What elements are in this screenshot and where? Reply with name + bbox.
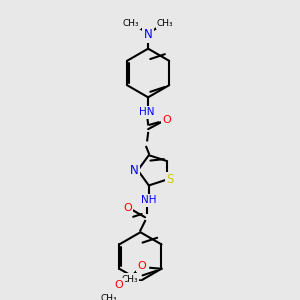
Text: O: O bbox=[115, 280, 123, 290]
Text: N: N bbox=[130, 164, 139, 177]
Text: O: O bbox=[137, 261, 146, 271]
Text: NH: NH bbox=[141, 195, 157, 206]
Text: N: N bbox=[144, 28, 152, 41]
Text: O: O bbox=[123, 203, 132, 213]
Text: CH₃: CH₃ bbox=[121, 274, 138, 284]
Text: CH₃: CH₃ bbox=[157, 19, 173, 28]
Text: CH₃: CH₃ bbox=[100, 294, 117, 300]
Text: S: S bbox=[167, 173, 174, 186]
Text: CH₃: CH₃ bbox=[123, 19, 140, 28]
Text: O: O bbox=[163, 115, 171, 125]
Text: HN: HN bbox=[139, 107, 154, 117]
